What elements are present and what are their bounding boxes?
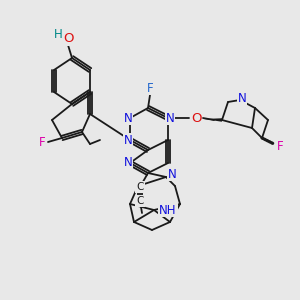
Text: C: C xyxy=(136,182,144,192)
Text: N: N xyxy=(168,167,176,181)
Text: NH: NH xyxy=(159,203,177,217)
Text: N: N xyxy=(124,157,132,169)
Text: F: F xyxy=(147,82,153,94)
Polygon shape xyxy=(204,118,222,122)
Text: N: N xyxy=(238,92,246,104)
Text: F: F xyxy=(39,136,45,149)
Text: F: F xyxy=(147,82,153,94)
Text: N: N xyxy=(238,92,246,104)
Text: F: F xyxy=(277,140,283,152)
Text: C: C xyxy=(136,196,144,206)
Text: NH: NH xyxy=(159,203,177,217)
Text: N: N xyxy=(124,112,132,124)
Text: O: O xyxy=(63,32,73,44)
Text: N: N xyxy=(124,112,132,124)
Text: N: N xyxy=(124,157,132,169)
Text: O: O xyxy=(63,32,73,44)
Text: F: F xyxy=(39,136,45,149)
Text: H: H xyxy=(54,28,62,40)
Text: C: C xyxy=(136,182,144,192)
Text: O: O xyxy=(191,112,201,124)
Text: N: N xyxy=(166,112,174,124)
Text: H: H xyxy=(54,28,62,40)
Text: N: N xyxy=(166,112,174,124)
Text: O: O xyxy=(191,112,201,124)
Text: F: F xyxy=(277,140,283,152)
Text: N: N xyxy=(124,134,132,146)
Text: N: N xyxy=(168,167,176,181)
Text: C: C xyxy=(136,196,144,206)
Text: N: N xyxy=(124,134,132,146)
